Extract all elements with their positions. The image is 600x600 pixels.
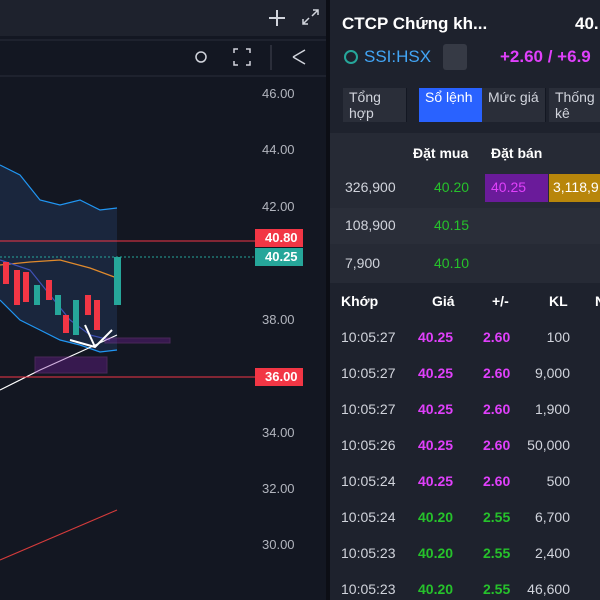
trade-volume: 50,000 <box>527 437 570 453</box>
column-header: Đặt bán <box>491 145 543 161</box>
price-tag <box>255 229 303 247</box>
trade-time: 10:05:24 <box>341 509 396 525</box>
axis-label: 32.00 <box>262 481 295 496</box>
ask-volume: 3,118,9 <box>553 179 599 195</box>
price-tag-label: 40.80 <box>265 230 298 245</box>
stock-title: CTCP Chứng kh... <box>342 14 488 33</box>
axis-label: 46.00 <box>262 86 295 101</box>
trade-change: 2.60 <box>483 365 511 381</box>
trade-price: 40.20 <box>418 581 454 597</box>
price-change: +2.60 / +6.9 <box>500 47 591 66</box>
tab[interactable]: Mức giá <box>482 88 546 122</box>
collapse-icon[interactable] <box>302 9 319 25</box>
tab[interactable]: Tổng hợp <box>343 88 407 122</box>
fullscreen-icon[interactable] <box>233 48 251 66</box>
row-bg <box>330 246 600 282</box>
trade-time: 10:05:24 <box>341 473 396 489</box>
column-header: KL <box>549 293 568 309</box>
trade-volume: 1,900 <box>534 401 570 417</box>
trade-volume: 2,400 <box>534 545 570 561</box>
trade-time: 10:05:27 <box>341 401 396 417</box>
symbol[interactable]: SSI:HSX <box>364 47 432 66</box>
trade-price: 40.25 <box>418 473 454 489</box>
add-icon[interactable] <box>269 10 285 26</box>
trade-volume: 6,700 <box>534 509 570 525</box>
trade-time: 10:05:27 <box>341 329 396 345</box>
divider <box>326 0 330 600</box>
share-icon[interactable] <box>292 49 306 65</box>
stock-price: 40. <box>575 14 599 33</box>
axis-label: 30.00 <box>262 537 295 552</box>
column-header: N <box>595 293 600 309</box>
ask-cell <box>549 174 600 202</box>
trade-time: 10:05:27 <box>341 365 396 381</box>
axis-label: 38.00 <box>262 312 295 327</box>
trade-volume: 46,600 <box>527 581 570 597</box>
column-header: Đặt mua <box>413 145 469 161</box>
tab[interactable]: Thống kê <box>549 88 600 122</box>
bid-price: 40.20 <box>434 179 470 195</box>
settings-icon[interactable] <box>195 51 207 63</box>
column-header: Giá <box>432 293 455 309</box>
trade-volume: 500 <box>546 473 570 489</box>
price-tag-label: 36.00 <box>265 369 298 384</box>
trade-time: 10:05:23 <box>341 581 396 597</box>
trade-change: 2.55 <box>483 545 511 561</box>
trade-price: 40.25 <box>418 401 454 417</box>
status-icon <box>344 50 358 64</box>
trade-change: 2.60 <box>483 329 511 345</box>
chart-canvas <box>0 9 326 561</box>
price-tag <box>255 248 303 266</box>
price-tag-label: 40.25 <box>265 249 298 264</box>
column-header: +/- <box>492 293 509 309</box>
trade-price: 40.20 <box>418 545 454 561</box>
ask-price: 40.25 <box>491 179 527 195</box>
trade-price: 40.25 <box>418 437 454 453</box>
price-tag <box>255 368 303 386</box>
bid-volume: 326,900 <box>345 179 396 195</box>
edit-button[interactable] <box>443 44 467 70</box>
trade-change: 2.60 <box>483 437 511 453</box>
chart-panel: 46.00 44.00 42.00 38.00 34.00 32.00 30.00 40.80… <box>0 0 326 561</box>
bid-volume: 108,900 <box>345 217 396 233</box>
trade-price: 40.25 <box>418 329 454 345</box>
ask-cell <box>485 174 548 202</box>
trade-volume: 100 <box>546 329 570 345</box>
trade-change: 2.55 <box>483 581 511 597</box>
info-panel: CTCP Chứng kh... 40. SSI:HSX +2.60 / +6.… <box>330 0 600 600</box>
trade-time: 10:05:23 <box>341 545 396 561</box>
trade-price: 40.25 <box>418 365 454 381</box>
trade-time: 10:05:26 <box>341 437 396 453</box>
tab[interactable]: Sổ lệnh <box>419 88 483 122</box>
trade-price: 40.20 <box>418 509 454 525</box>
row-bg <box>330 208 600 244</box>
trade-change: 2.60 <box>483 473 511 489</box>
bid-volume: 7,900 <box>345 255 381 271</box>
bid-price: 40.10 <box>434 255 470 271</box>
trade-change: 2.55 <box>483 509 511 525</box>
axis-label: 42.00 <box>262 199 295 214</box>
axis-label: 34.00 <box>262 425 295 440</box>
axis-label: 44.00 <box>262 142 295 157</box>
trade-change: 2.60 <box>483 401 511 417</box>
column-header: Khớp <box>341 293 379 309</box>
bid-price: 40.15 <box>434 217 470 233</box>
trade-volume: 9,000 <box>534 365 570 381</box>
